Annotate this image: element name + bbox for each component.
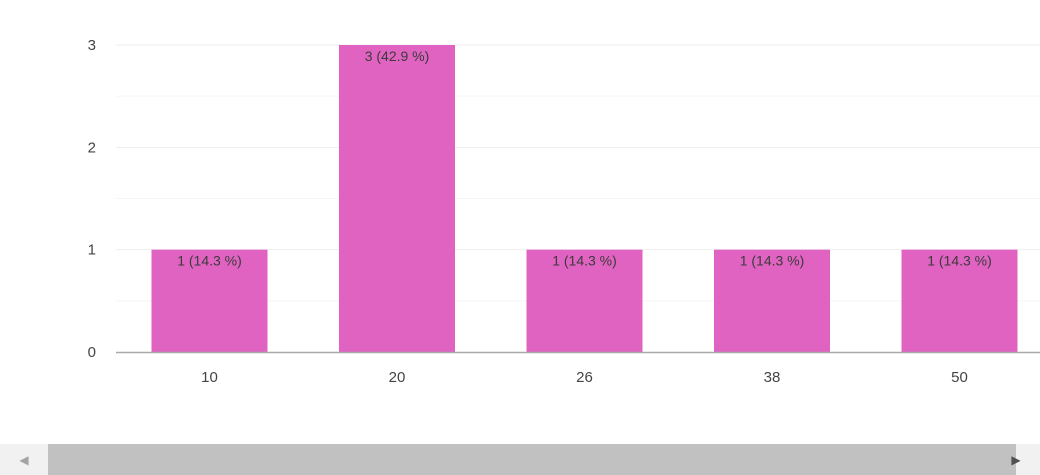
y-tick-label: 0: [88, 344, 96, 361]
y-tick-label: 2: [88, 139, 96, 156]
bar-data-label: 3 (42.9 %): [365, 48, 430, 64]
bar-data-label: 1 (14.3 %): [927, 253, 992, 269]
gridlines: [116, 44, 1040, 302]
y-axis-ticks: 0 1 2 3: [88, 37, 96, 361]
bar[interactable]: [151, 249, 268, 352]
bar[interactable]: [714, 249, 830, 352]
x-axis-ticks: 10 20 26 38 50: [201, 369, 968, 386]
data-labels: 1 (14.3 %) 3 (42.9 %) 1 (14.3 %) 1 (14.3 %)…: [177, 48, 992, 269]
x-tick-label: 50: [951, 369, 968, 386]
bar[interactable]: [339, 45, 455, 352]
bar-data-label: 1 (14.3 %): [177, 253, 242, 269]
x-tick-label: 10: [201, 369, 218, 386]
arrow-left-icon[interactable]: ◀: [19, 452, 29, 467]
horizontal-scrollbar[interactable]: ◀ ▶: [0, 444, 1040, 475]
x-tick-label: 26: [576, 369, 593, 386]
x-tick-label: 38: [764, 369, 781, 386]
arrow-right-icon[interactable]: ▶: [1011, 452, 1021, 467]
bar[interactable]: [526, 249, 643, 352]
bar-data-label: 1 (14.3 %): [552, 253, 617, 269]
bar-data-label: 1 (14.3 %): [740, 253, 805, 269]
bars: [151, 45, 1018, 352]
scrollbar-thumb[interactable]: [48, 444, 1016, 475]
x-tick-label: 20: [389, 369, 406, 386]
y-tick-label: 1: [88, 242, 96, 259]
y-tick-label: 3: [88, 37, 96, 54]
bar[interactable]: [901, 249, 1018, 352]
